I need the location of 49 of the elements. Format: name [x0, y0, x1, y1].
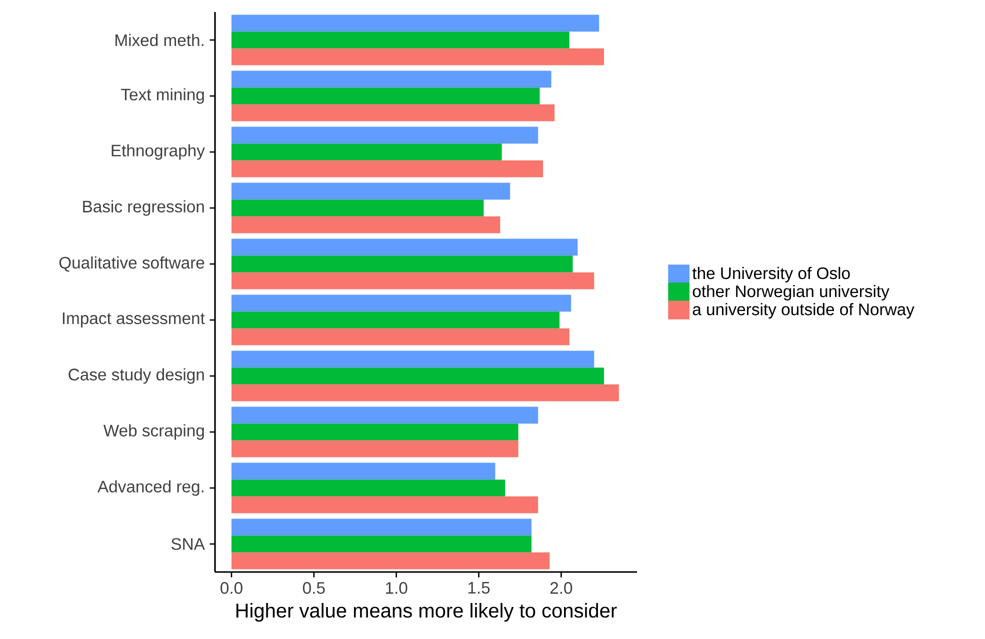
y-tick-label: Ethnography: [112, 144, 205, 160]
bar: [231, 48, 604, 66]
bar: [231, 406, 538, 424]
bar: [231, 350, 594, 368]
y-tick-label: Mixed meth.: [116, 34, 204, 46]
legend-label: other Norwegian university: [692, 284, 890, 300]
bar: [231, 384, 619, 402]
bar: [231, 294, 572, 312]
x-tick-label: 1.5: [468, 582, 490, 594]
x-tick-label: 2.0: [550, 582, 572, 594]
bar: [231, 200, 484, 216]
y-tick-label: Case study design: [68, 368, 204, 384]
x-tick-label: 1.0: [386, 582, 408, 594]
bar: [231, 32, 570, 48]
y-tick-label: Impact assessment: [62, 312, 205, 328]
bar: [231, 536, 532, 552]
bar: [231, 144, 502, 160]
y-tick-label: Advanced reg.: [98, 480, 204, 496]
bar: [231, 126, 538, 144]
bar: [231, 88, 540, 104]
bar: [231, 368, 604, 384]
bar: [231, 216, 500, 234]
legend-label: a university outside of Norway: [692, 303, 914, 319]
bar: [231, 272, 594, 290]
bar: [231, 14, 600, 32]
y-tick-label: Web scraping: [103, 424, 204, 440]
bar: [231, 312, 560, 328]
bar: [231, 424, 518, 440]
bar: [231, 182, 510, 200]
bar: [231, 480, 506, 496]
x-tick-label: 0.0: [220, 582, 242, 594]
bar: [231, 256, 573, 272]
bar: [231, 104, 555, 122]
y-tick-label: Text mining: [121, 88, 204, 104]
y-tick-label: Basic regression: [83, 200, 204, 216]
bar: [231, 552, 550, 570]
bar: [231, 160, 544, 178]
bar: [231, 518, 532, 536]
bar: [231, 462, 496, 480]
x-axis-title: Higher value means more likely to consider: [236, 603, 617, 622]
y-tick-label: Qualitative software: [59, 256, 204, 272]
bar: [231, 496, 538, 514]
legend-label: the University of Oslo: [692, 266, 850, 282]
bar: [231, 440, 518, 458]
bar: [231, 70, 552, 88]
bar: [231, 238, 578, 256]
bar: [231, 328, 570, 346]
x-tick-label: 0.5: [302, 582, 325, 594]
y-tick-label: SNA: [171, 538, 205, 550]
